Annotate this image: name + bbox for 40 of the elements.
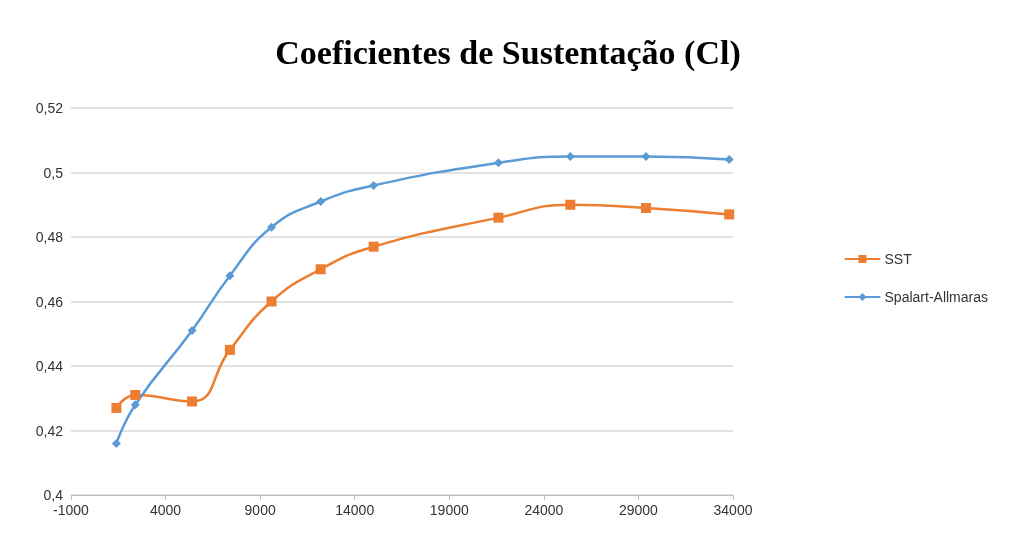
point	[111, 438, 121, 448]
point	[266, 296, 277, 307]
point	[640, 202, 651, 213]
y-tick-label: 0,48	[35, 229, 64, 245]
y-tick-label: 0,52	[35, 100, 64, 116]
legend-label: SST	[884, 251, 913, 267]
legend-label: Spalart-Allmaras	[884, 289, 989, 305]
point	[187, 326, 197, 336]
point	[369, 180, 379, 190]
point	[493, 212, 504, 223]
y-tick-label: 0,44	[35, 358, 64, 374]
x-tick-label: 14000	[335, 502, 375, 518]
chart-title: Coeficientes de Sustentação (Cl)	[275, 33, 741, 72]
y-tick-label: 0,42	[35, 422, 64, 439]
point	[565, 151, 575, 161]
point	[224, 344, 235, 355]
point	[565, 199, 576, 210]
x-tick-label: 29000	[618, 502, 659, 518]
point	[724, 155, 734, 165]
x-tick-label: 34000	[713, 502, 753, 518]
point	[724, 209, 735, 220]
point	[493, 158, 503, 168]
y-tick-label: 0,5	[43, 164, 64, 181]
x-tick-label: -1000	[53, 502, 90, 518]
point	[315, 264, 326, 275]
point	[130, 390, 141, 401]
x-tick-label: 24000	[524, 502, 564, 518]
point	[316, 197, 326, 207]
x-tick-label: 4000	[149, 502, 182, 518]
y-tick-label: 0,46	[35, 293, 64, 310]
x-tick-label: 9000	[244, 502, 276, 518]
point	[368, 241, 379, 252]
point	[266, 222, 276, 232]
y-tick-label: 0,4	[43, 487, 64, 503]
point	[641, 151, 651, 161]
point	[225, 271, 235, 281]
point	[130, 400, 140, 410]
x-tick-label: 19000	[429, 502, 469, 518]
point	[187, 396, 198, 407]
point	[111, 402, 122, 413]
